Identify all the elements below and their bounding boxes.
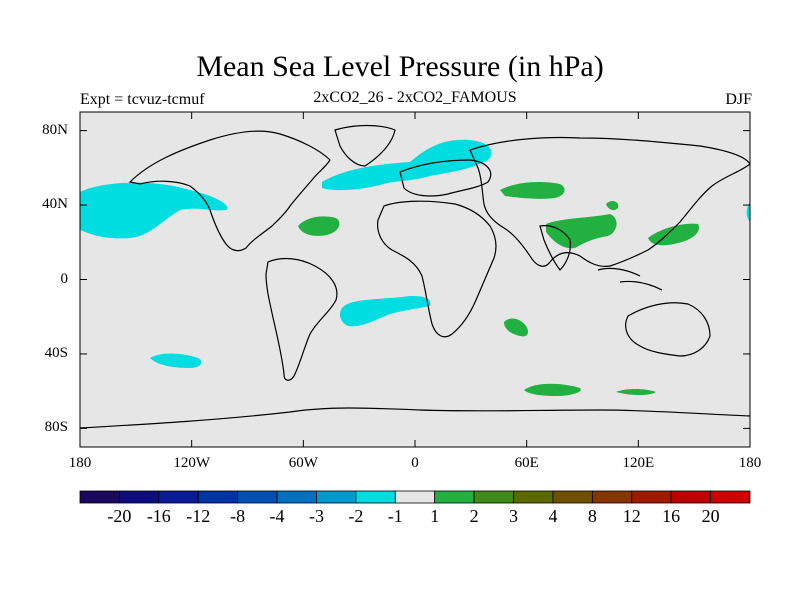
difference-label: 2xCO2_26 - 2xCO2_FAMOUS (313, 89, 517, 106)
colorbar-swatch (631, 490, 672, 504)
experiment-label: Expt = tcvuz-tcmuf (80, 91, 205, 108)
colorbar-label: -2 (348, 506, 364, 526)
antarctica-outline (79, 407, 751, 429)
anomaly-madagascar (504, 318, 528, 337)
colorbar-label: -1 (387, 506, 403, 526)
colorbar-label: 1 (430, 506, 440, 526)
indonesia-outline (597, 267, 663, 291)
map-title: Mean Sea Level Pressure (in hPa) (196, 50, 604, 83)
lon-label: 120W (173, 455, 210, 471)
lat-label: 80N (42, 121, 68, 138)
lon-label: 180 (68, 455, 92, 471)
lon-label: 120E (622, 455, 655, 471)
colorbar-label: 3 (509, 506, 519, 526)
lat-label: 80S (44, 419, 68, 436)
europe-outline (399, 159, 492, 197)
colorbar-label: 16 (662, 506, 681, 526)
coastlines (79, 124, 751, 429)
africa-outline (377, 200, 497, 338)
lon-label: 180 (738, 455, 762, 471)
season-label: DJF (725, 91, 752, 108)
colorbar-label: 20 (701, 506, 720, 526)
anomaly-southern-ocean-1 (524, 383, 581, 396)
greenland-outline (334, 124, 396, 167)
positive-anomaly-regions (298, 182, 700, 396)
colorbar-swatch (158, 490, 199, 504)
lat-label: 0 (60, 270, 69, 287)
colorbar-label: 4 (548, 506, 558, 526)
anomaly-mid-atlantic (298, 216, 340, 236)
india-outline (539, 225, 571, 271)
anomaly-south-asia (546, 214, 617, 249)
colorbar-label: -3 (308, 506, 324, 526)
colorbar-swatch (394, 490, 436, 504)
anomaly-central-asia (500, 182, 565, 199)
colorbar-swatch (237, 490, 278, 504)
colorbar-swatch (591, 490, 633, 504)
colorbar (79, 490, 751, 504)
colorbar-label: 2 (469, 506, 479, 526)
colorbar-swatch (670, 490, 711, 504)
south-america-outline (265, 257, 338, 381)
lat-label: 40S (44, 344, 68, 361)
colorbar-swatch (316, 490, 357, 504)
asia-outline (469, 136, 751, 267)
colorbar-swatch (434, 490, 475, 504)
lon-label: 60W (288, 455, 318, 471)
anomaly-north-atlantic (322, 139, 492, 191)
colorbar-label: -8 (230, 506, 246, 526)
lat-label: 40N (42, 196, 68, 213)
colorbar-swatch (513, 490, 554, 504)
north-america-outline (128, 130, 331, 252)
anomaly-east-edge (746, 202, 750, 222)
colorbar-swatch (276, 490, 317, 504)
colorbar-label: -4 (269, 506, 285, 526)
colorbar-swatch (473, 490, 514, 504)
australia-outline (625, 302, 711, 357)
anomaly-southern-ocean-2 (616, 389, 656, 395)
colorbar-label: -20 (107, 506, 132, 526)
colorbar-swatch (197, 490, 239, 504)
lon-label: 60E (514, 455, 539, 471)
lon-label: 0 (411, 455, 419, 471)
anomaly-small-asia (606, 201, 619, 211)
colorbar-swatch (552, 490, 593, 504)
colorbar-label: 8 (587, 506, 597, 526)
colorbar-label: -12 (186, 506, 211, 526)
anomaly-south-atlantic (340, 296, 431, 327)
anomaly-south-pacific (150, 353, 202, 368)
colorbar-label: 12 (622, 506, 641, 526)
colorbar-label: -16 (146, 506, 171, 526)
colorbar-swatch (79, 490, 120, 504)
colorbar-swatch (119, 490, 160, 504)
colorbar-swatch (355, 490, 396, 504)
colorbar-swatch (710, 490, 751, 504)
negative-anomaly-regions (80, 139, 750, 368)
axis-ticks (79, 112, 751, 447)
anomaly-north-pacific (80, 182, 228, 239)
